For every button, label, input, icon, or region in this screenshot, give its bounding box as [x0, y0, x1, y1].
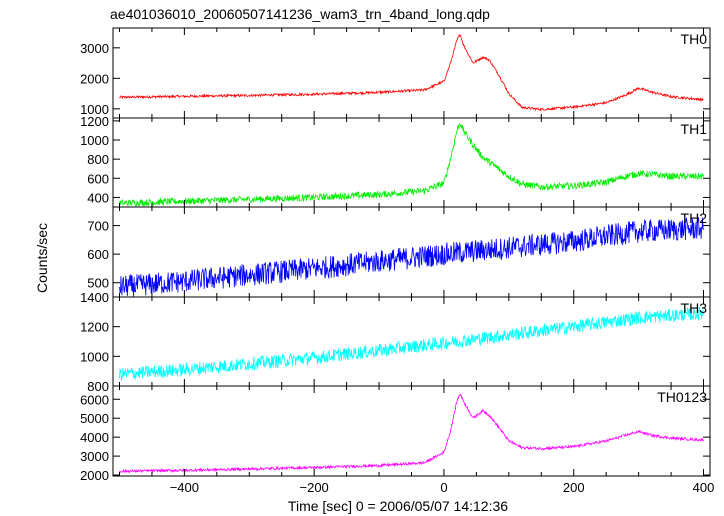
panel-frame-th0123: [112, 385, 711, 477]
x-tick-label: 0: [440, 480, 447, 495]
panel-frame-th0: [112, 27, 711, 119]
y-tick-label: 2000: [80, 71, 109, 86]
panel-label-th3: TH3: [681, 300, 708, 316]
y-tick-label: 5000: [80, 411, 109, 426]
y-tick-label: 4000: [80, 430, 109, 445]
x-tick-label: −400: [170, 480, 199, 495]
x-tick-label: −200: [300, 480, 329, 495]
panel-label-th2: TH2: [681, 210, 708, 226]
series-line-th1: [119, 123, 704, 207]
y-tick-label: 6000: [80, 392, 109, 407]
y-tick-label: 1200: [80, 114, 109, 129]
x-axis-label: Time [sec] 0 = 2006/05/07 14:12:36: [288, 498, 508, 514]
y-tick-label: 1000: [80, 349, 109, 364]
panel-label-th1: TH1: [681, 121, 708, 137]
y-tick-label: 1400: [80, 290, 109, 305]
y-tick-label: 3000: [80, 449, 109, 464]
series-line-th0123: [119, 393, 704, 474]
y-tick-label: 600: [87, 247, 109, 262]
y-tick-label: 2000: [80, 468, 109, 483]
series-line-th2: [119, 217, 704, 298]
panel-label-th0: TH0: [681, 31, 708, 47]
y-tick-label: 1200: [80, 320, 109, 335]
y-tick-label: 1000: [80, 133, 109, 148]
y-tick-label: 500: [87, 276, 109, 291]
y-tick-label: 1000: [80, 102, 109, 117]
x-tick-label: 200: [563, 480, 585, 495]
y-axis-label: Counts/sec: [34, 223, 50, 293]
y-tick-label: 3000: [80, 41, 109, 56]
y-tick-label: 400: [87, 190, 109, 205]
series-line-th0: [119, 33, 704, 112]
series-line-th3: [119, 306, 704, 381]
x-tick-label: 400: [693, 480, 715, 495]
y-tick-label: 700: [87, 219, 109, 234]
panel-frame-th1: [112, 117, 711, 208]
y-tick-label: 600: [87, 171, 109, 186]
y-tick-label: 800: [87, 379, 109, 394]
panel-label-th0123: TH0123: [657, 389, 707, 405]
y-tick-label: 800: [87, 152, 109, 167]
plot-title: ae401036010_20060507141236_wam3_trn_4ban…: [110, 6, 490, 22]
panel-frame-th3: [112, 296, 711, 387]
panel-frame-th2: [112, 206, 711, 298]
